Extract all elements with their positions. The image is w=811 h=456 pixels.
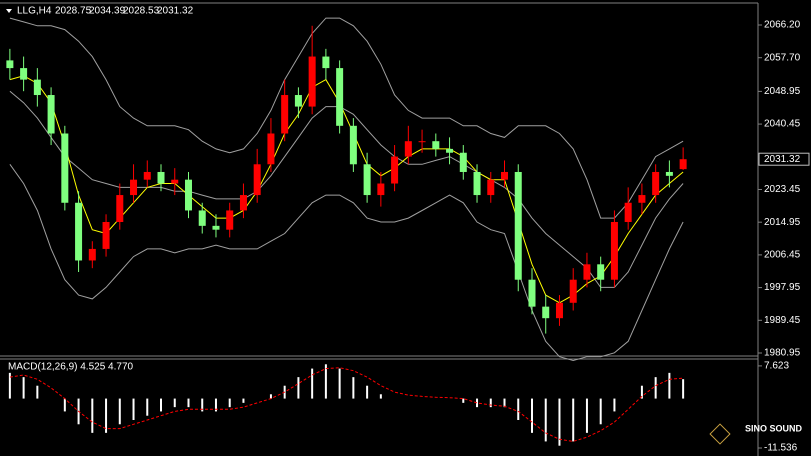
price-label-box xyxy=(758,152,810,166)
candle-body xyxy=(102,221,110,249)
candle-body xyxy=(75,202,83,261)
candle-body xyxy=(542,306,550,319)
y-tick-label: 2048.95 xyxy=(764,86,801,97)
candle-body xyxy=(487,179,495,196)
symbol-title: LLG,H4 xyxy=(17,6,52,17)
candle-body xyxy=(130,179,138,196)
candle-body xyxy=(6,60,14,69)
candle-body xyxy=(501,171,509,180)
candle-body xyxy=(226,210,234,230)
candle-body xyxy=(281,95,289,134)
candle-body xyxy=(33,79,41,96)
candle-body xyxy=(61,133,69,203)
candle-body xyxy=(47,95,55,134)
candle-body xyxy=(239,195,247,211)
candle-body xyxy=(473,171,481,196)
bollinger-band xyxy=(9,90,684,288)
candle-body xyxy=(212,225,220,230)
bollinger-band xyxy=(9,164,684,362)
candle-body xyxy=(624,202,632,222)
candle-body xyxy=(432,141,440,149)
y-tick-label: 7.623 xyxy=(764,361,789,372)
candle-body xyxy=(665,171,673,176)
candle-body xyxy=(322,56,330,69)
y-tick-label: 1989.45 xyxy=(764,315,801,326)
candle-body xyxy=(143,171,151,180)
y-tick-label: 1997.95 xyxy=(764,282,801,293)
logo: SINO SOUND xyxy=(709,423,803,445)
y-tick-label: 1980.95 xyxy=(764,348,801,359)
candle-body xyxy=(679,159,687,170)
candle-body xyxy=(184,179,192,211)
candle-body xyxy=(638,195,646,203)
candle-body xyxy=(116,195,124,222)
y-tick-label: 2006.45 xyxy=(764,250,801,261)
y-tick-label: 2014.95 xyxy=(764,217,801,228)
candle-body xyxy=(253,164,261,196)
candle-body xyxy=(652,171,660,196)
y-tick-label: 2040.45 xyxy=(764,119,801,130)
y-tick-label: 2066.20 xyxy=(764,20,801,31)
signal-line xyxy=(9,367,684,442)
candle-body xyxy=(555,302,563,319)
candle-body xyxy=(597,264,605,280)
candle-body xyxy=(610,221,618,280)
candle-body xyxy=(528,279,536,307)
candle-body xyxy=(363,164,371,196)
candle-body xyxy=(418,141,426,143)
candle-body xyxy=(20,68,28,80)
candle-body xyxy=(88,248,96,261)
candle-body xyxy=(308,56,316,107)
candle-body xyxy=(583,264,591,280)
ohlc-readout: 2031.32 xyxy=(157,6,194,17)
candle-body xyxy=(514,171,522,280)
logo-icon xyxy=(709,423,731,445)
y-tick-label: -11.536 xyxy=(764,443,798,454)
logo-text: SINO SOUND xyxy=(745,423,803,433)
candle-body xyxy=(377,183,385,196)
bollinger-band xyxy=(9,17,684,219)
candle-body xyxy=(267,133,275,165)
candle-body xyxy=(349,125,357,165)
candle-body xyxy=(391,156,399,184)
candle-body xyxy=(198,210,206,226)
macd-title: MACD(12,26,9) 4.525 4.770 xyxy=(8,362,134,373)
candle-body xyxy=(157,171,165,184)
ohlc-readout: 2028.75 xyxy=(55,6,92,17)
menu-arrow xyxy=(6,9,12,13)
candle-body xyxy=(459,152,467,172)
y-tick-label: 2023.45 xyxy=(764,184,801,195)
candle-body xyxy=(294,95,302,107)
y-tick-label: 2057.70 xyxy=(764,52,801,63)
ohlc-readout: 2034.39 xyxy=(89,6,126,17)
candle-body xyxy=(336,68,344,126)
current-price-label: 2031.32 xyxy=(764,154,801,165)
candle-body xyxy=(569,279,577,303)
candle-body xyxy=(446,148,454,153)
ohlc-readout: 2028.53 xyxy=(123,6,160,17)
candle-body xyxy=(171,179,179,184)
candle-body xyxy=(404,141,412,157)
